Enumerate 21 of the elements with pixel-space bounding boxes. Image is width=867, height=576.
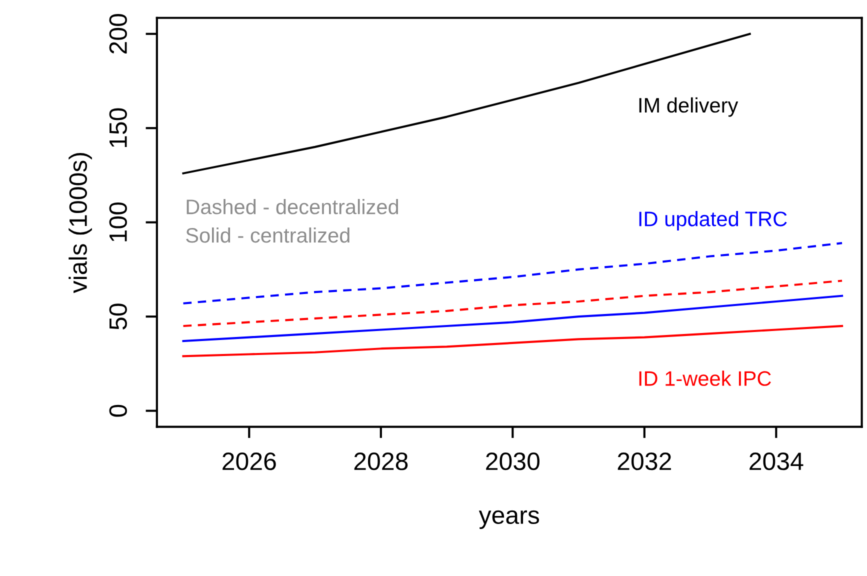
y-axis-title: vials (1000s)	[68, 153, 92, 294]
line-series	[182, 280, 844, 328]
series-label: ID updated TRC	[639, 211, 787, 230]
y-tick-label: 50	[109, 304, 127, 330]
y-tick-label: 200	[109, 14, 127, 54]
line-series	[182, 32, 751, 174]
series-label: IM delivery	[639, 97, 738, 117]
line-series	[182, 294, 844, 342]
x-tick-label: 2026	[222, 452, 276, 470]
annotation: Dashed - decentralized Solid - centralized	[186, 198, 398, 243]
x-tick-label: 2028	[354, 452, 408, 470]
y-tick-label: 100	[109, 202, 127, 242]
x-tick-label: 2032	[618, 452, 671, 470]
series-label: ID 1-week IPC	[639, 370, 771, 386]
line-series	[182, 324, 844, 358]
y-tick-label: 0	[109, 404, 127, 417]
line-series	[182, 242, 844, 304]
x-tick-label: 2034	[750, 452, 804, 470]
x-axis-title: years	[478, 510, 540, 529]
y-tick-label: 150	[109, 108, 127, 148]
x-tick-label: 2030	[486, 452, 540, 470]
